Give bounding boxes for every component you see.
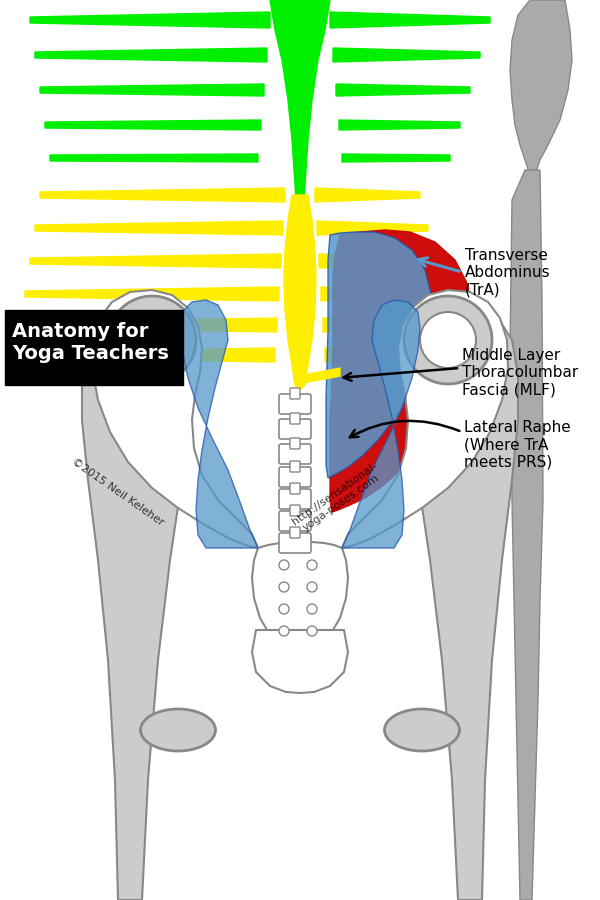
Polygon shape	[339, 120, 460, 130]
Circle shape	[307, 560, 317, 570]
FancyBboxPatch shape	[290, 505, 300, 516]
Polygon shape	[315, 188, 420, 202]
Polygon shape	[252, 630, 348, 693]
Text: http://sensational-
yoga-poses.com: http://sensational- yoga-poses.com	[290, 460, 386, 536]
Polygon shape	[40, 188, 285, 202]
Polygon shape	[35, 221, 283, 235]
FancyBboxPatch shape	[290, 413, 300, 424]
FancyBboxPatch shape	[279, 489, 311, 509]
Polygon shape	[342, 154, 450, 162]
Polygon shape	[35, 48, 267, 62]
FancyBboxPatch shape	[290, 527, 300, 538]
FancyBboxPatch shape	[290, 483, 300, 494]
Text: Lateral Raphe
(Where TrA
meets PRS): Lateral Raphe (Where TrA meets PRS)	[464, 420, 571, 470]
Polygon shape	[20, 318, 277, 332]
Polygon shape	[30, 12, 270, 28]
Polygon shape	[50, 154, 258, 162]
Circle shape	[108, 296, 196, 384]
Polygon shape	[333, 48, 480, 62]
Polygon shape	[342, 300, 420, 548]
Polygon shape	[180, 300, 258, 548]
Polygon shape	[330, 230, 472, 512]
Ellipse shape	[385, 709, 460, 751]
Circle shape	[307, 626, 317, 636]
FancyBboxPatch shape	[279, 511, 311, 531]
Polygon shape	[15, 348, 275, 362]
FancyBboxPatch shape	[279, 419, 311, 439]
Polygon shape	[270, 0, 330, 200]
Polygon shape	[45, 120, 261, 130]
Circle shape	[279, 582, 289, 592]
Text: Transverse
Abdominus
(TrA): Transverse Abdominus (TrA)	[465, 248, 551, 298]
FancyBboxPatch shape	[290, 388, 300, 399]
FancyBboxPatch shape	[290, 438, 300, 449]
Polygon shape	[510, 0, 572, 175]
Polygon shape	[323, 318, 452, 332]
Polygon shape	[336, 84, 470, 96]
Circle shape	[307, 604, 317, 614]
Circle shape	[404, 296, 492, 384]
Circle shape	[279, 560, 289, 570]
Polygon shape	[321, 287, 444, 301]
Polygon shape	[319, 254, 436, 268]
Circle shape	[279, 626, 289, 636]
Polygon shape	[325, 348, 460, 362]
FancyBboxPatch shape	[279, 394, 311, 414]
Circle shape	[307, 582, 317, 592]
Circle shape	[420, 312, 476, 368]
Polygon shape	[25, 287, 279, 301]
Polygon shape	[330, 12, 490, 28]
Circle shape	[124, 312, 180, 368]
Polygon shape	[326, 232, 432, 478]
Polygon shape	[300, 368, 340, 385]
FancyBboxPatch shape	[279, 467, 311, 487]
Ellipse shape	[140, 709, 215, 751]
Polygon shape	[342, 290, 508, 548]
Polygon shape	[317, 221, 428, 235]
FancyBboxPatch shape	[5, 310, 183, 385]
Text: Middle Layer
Thoracolumbar
Fascia (MLF): Middle Layer Thoracolumbar Fascia (MLF)	[462, 348, 578, 398]
Text: Anatomy for
Yoga Teachers: Anatomy for Yoga Teachers	[12, 322, 169, 363]
Polygon shape	[510, 170, 543, 900]
Polygon shape	[408, 305, 518, 900]
Polygon shape	[284, 195, 316, 390]
Polygon shape	[252, 542, 348, 653]
Text: ©2015 Neil Keleher: ©2015 Neil Keleher	[70, 456, 166, 527]
Polygon shape	[30, 254, 281, 268]
Polygon shape	[40, 84, 264, 96]
FancyBboxPatch shape	[290, 461, 300, 472]
FancyBboxPatch shape	[279, 533, 311, 553]
FancyBboxPatch shape	[279, 444, 311, 464]
Circle shape	[279, 604, 289, 614]
Polygon shape	[82, 305, 192, 900]
Polygon shape	[92, 290, 258, 548]
